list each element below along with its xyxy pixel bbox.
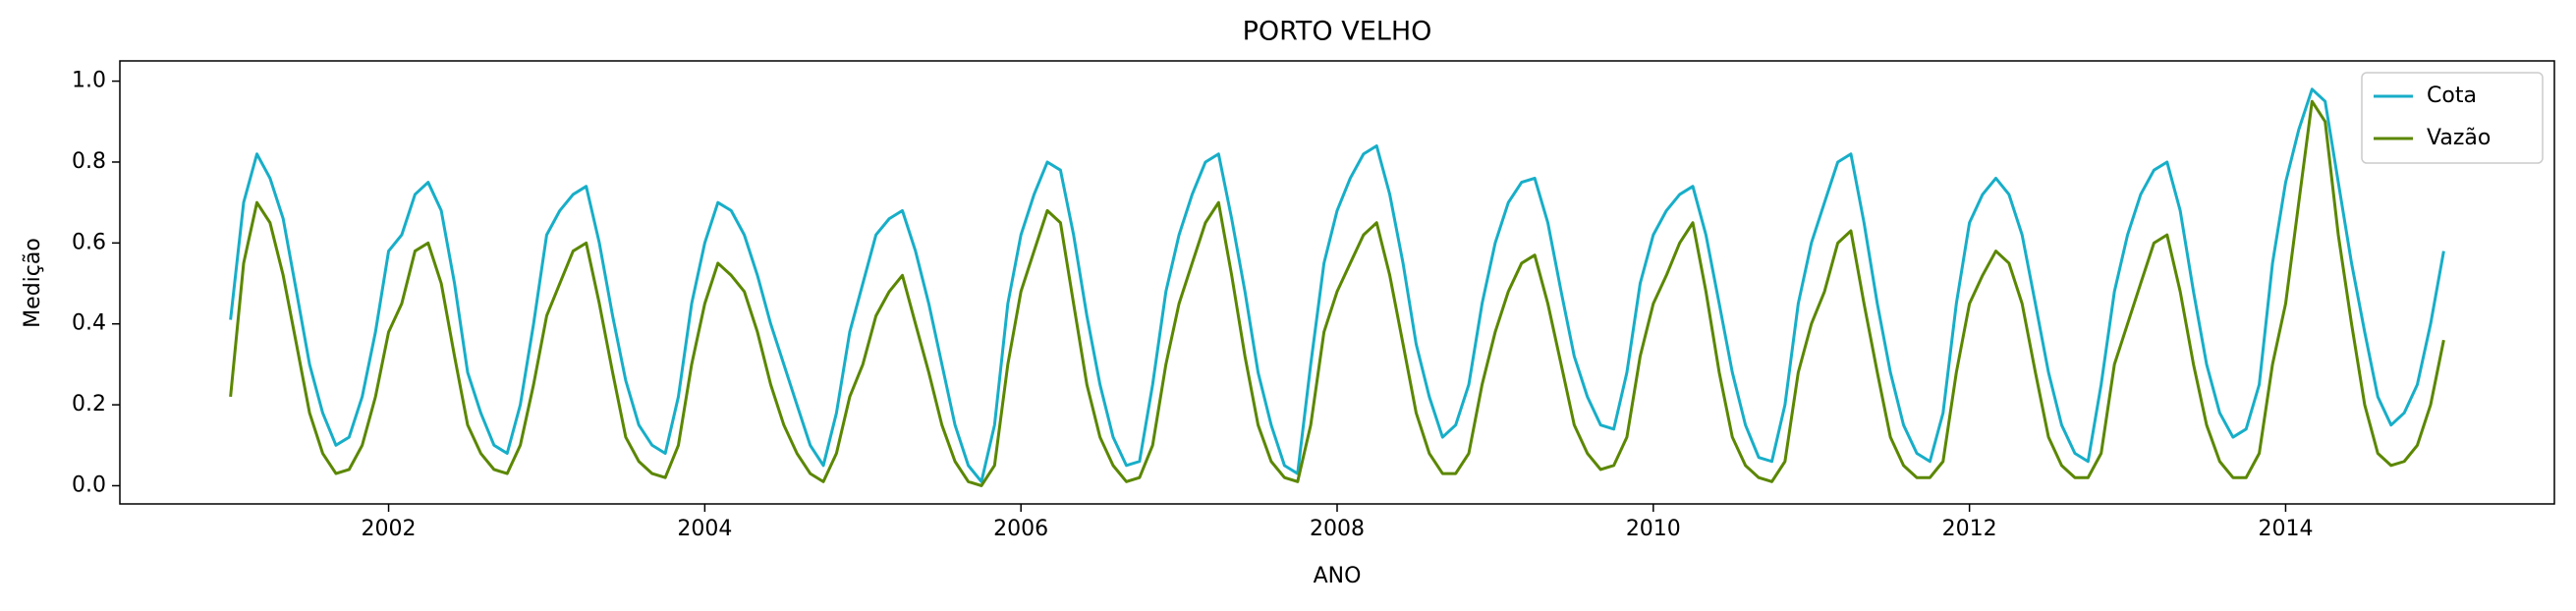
- y-tick-label: 1.0: [72, 69, 106, 93]
- legend-label: Vazão: [2427, 126, 2491, 150]
- y-tick-label: 0.6: [72, 230, 106, 254]
- chart-title: PORTO VELHO: [1243, 17, 1432, 47]
- x-tick-label: 2010: [1626, 517, 1681, 541]
- y-tick-label: 0.0: [72, 472, 106, 497]
- y-tick-label: 0.8: [72, 149, 106, 174]
- x-tick-label: 2004: [677, 517, 732, 541]
- x-tick-label: 2008: [1310, 517, 1365, 541]
- series-line: [229, 99, 2445, 487]
- y-axis-label: Medição: [21, 238, 45, 328]
- plot-frame: [119, 60, 2555, 505]
- y-tick-label: 0.4: [72, 311, 106, 336]
- x-tick-label: 2012: [1942, 517, 1997, 541]
- x-tick-label: 2002: [362, 517, 417, 541]
- legend-label: Cota: [2427, 83, 2477, 108]
- y-tick-label: 0.2: [72, 392, 106, 417]
- x-tick-label: 2006: [993, 517, 1048, 541]
- legend: Cota Vazão: [2361, 72, 2544, 164]
- x-tick-label: 2014: [2258, 517, 2313, 541]
- x-axis-label: ANO: [1314, 564, 1362, 588]
- series-line: [229, 87, 2445, 483]
